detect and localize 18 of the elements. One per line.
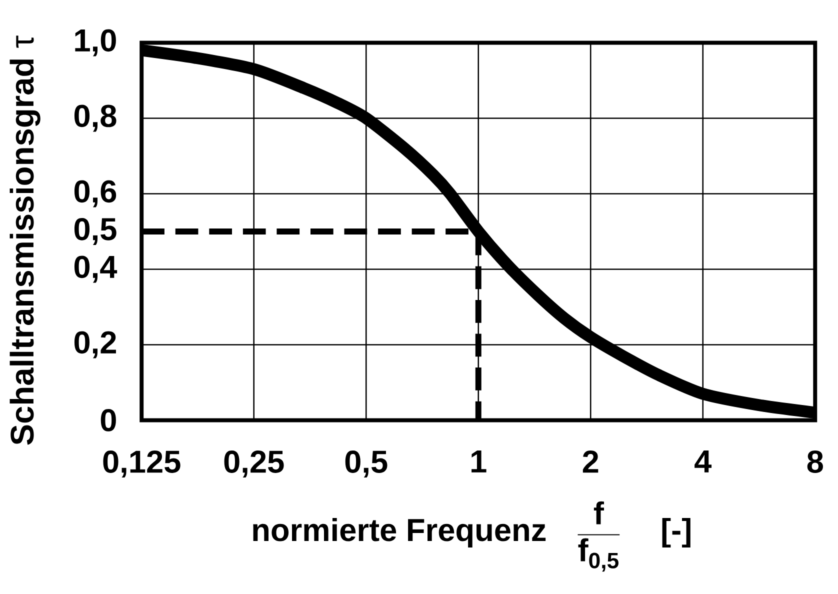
x-tick-label: 0,125	[103, 450, 180, 478]
y-tick-label: 0,8	[74, 104, 116, 132]
x-tick-label: 2	[582, 450, 598, 473]
x-axis-title: normierte Frequenz	[253, 518, 546, 548]
y-axis-title: Schalltransmissionsgrad τ	[10, 36, 40, 445]
y-tick-label: 1,0	[75, 29, 116, 56]
y-tick-label: 0	[100, 408, 116, 432]
x-tick-label: 8	[807, 450, 823, 473]
y-tick-label: 0,5	[74, 218, 116, 245]
text: $\frac{\textbf{f}}{\textbf{f}_{\textbf{0,5}}}$	[578, 501, 620, 572]
y-tick-label: 0,4	[74, 256, 118, 283]
y-tick-label: 0,6	[74, 180, 116, 208]
x-tick-label: 0,25	[224, 450, 284, 478]
x-tick-label: 0,5	[345, 450, 388, 478]
x-tick-label: 4	[694, 450, 712, 472]
text: [-]	[662, 518, 690, 548]
x-tick-label: 1	[472, 450, 486, 472]
y-tick-label: 0,2	[74, 331, 116, 358]
